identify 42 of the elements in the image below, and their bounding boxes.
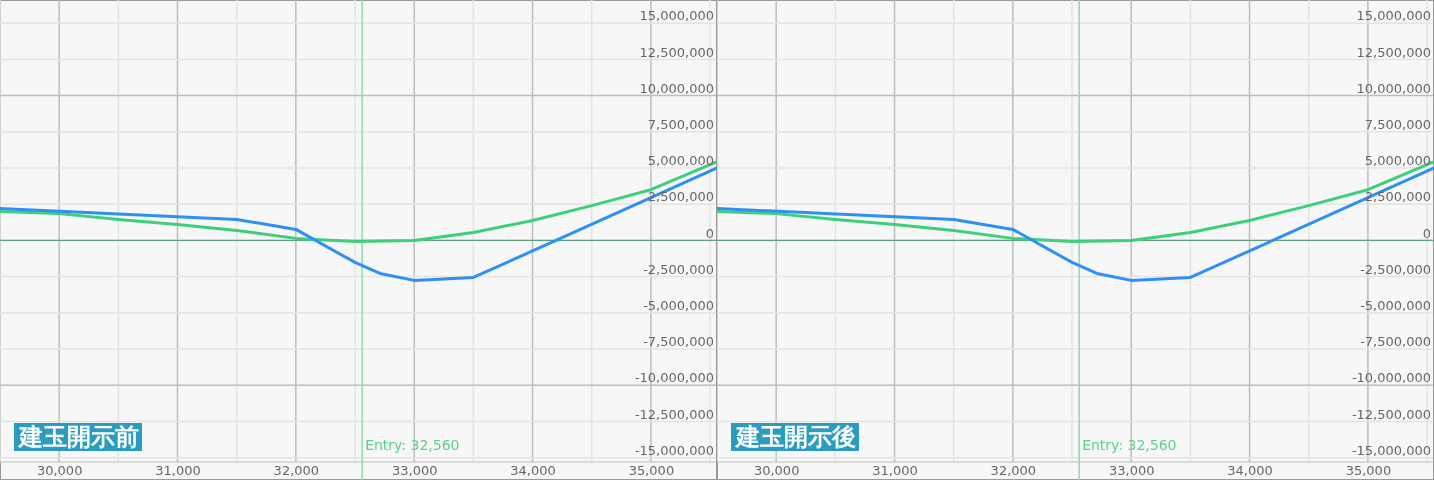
y-tick-label: 2,500,000 — [1364, 189, 1431, 205]
y-tick-label: 7,500,000 — [1364, 117, 1431, 133]
y-tick-label: 5,000,000 — [1364, 153, 1431, 169]
y-tick-label: 15,000,000 — [1356, 8, 1431, 24]
y-tick-label: -7,500,000 — [643, 334, 714, 350]
y-tick-label: -7,500,000 — [1360, 334, 1431, 350]
x-tick-label: 31,000 — [155, 463, 201, 479]
y-tick-label: -10,000,000 — [1351, 370, 1431, 386]
x-tick-label: 32,000 — [990, 463, 1037, 479]
y-tick-label: 2,500,000 — [647, 189, 714, 205]
y-tick-label: -10,000,000 — [634, 370, 714, 386]
y-tick-label: -15,000,000 — [634, 442, 714, 458]
y-tick-label: 12,500,000 — [639, 44, 714, 60]
y-tick-label: -12,500,000 — [1351, 406, 1431, 422]
ref-line-label: Entry: 32,560 — [365, 437, 460, 453]
y-tick-label: -2,500,000 — [1360, 261, 1431, 277]
x-tick-label: 32,000 — [273, 463, 320, 479]
x-tick-label: 34,000 — [510, 463, 556, 479]
y-tick-label: -12,500,000 — [634, 406, 714, 422]
y-tick-label: 12,500,000 — [1356, 44, 1431, 60]
x-tick-label: 35,000 — [628, 463, 675, 479]
x-tick-label: 33,000 — [1108, 463, 1155, 479]
text: 建玉開示前 — [17, 423, 139, 451]
y-tick-label: 0 — [705, 225, 714, 241]
y-tick-label: 5,000,000 — [647, 153, 714, 169]
y-tick-label: -5,000,000 — [643, 298, 714, 314]
y-tick-label: 0 — [1422, 225, 1431, 241]
y-tick-label: 10,000,000 — [1356, 80, 1431, 96]
text: 建玉開示後 — [734, 423, 856, 451]
ref-line-label: Entry: 32,560 — [1082, 437, 1177, 453]
x-tick-label: 31,000 — [872, 463, 918, 479]
y-tick-label: 7,500,000 — [647, 117, 714, 133]
y-tick-label: -15,000,000 — [1351, 442, 1431, 458]
x-tick-label: 35,000 — [1345, 463, 1392, 479]
x-tick-label: 33,000 — [391, 463, 438, 479]
y-tick-label: 10,000,000 — [639, 80, 714, 96]
x-tick-label: 30,000 — [753, 463, 800, 479]
x-tick-label: 30,000 — [36, 463, 83, 479]
y-tick-label: 15,000,000 — [639, 8, 714, 24]
y-tick-label: -5,000,000 — [1360, 298, 1431, 314]
x-tick-label: 34,000 — [1227, 463, 1273, 479]
y-tick-label: -2,500,000 — [643, 261, 714, 277]
